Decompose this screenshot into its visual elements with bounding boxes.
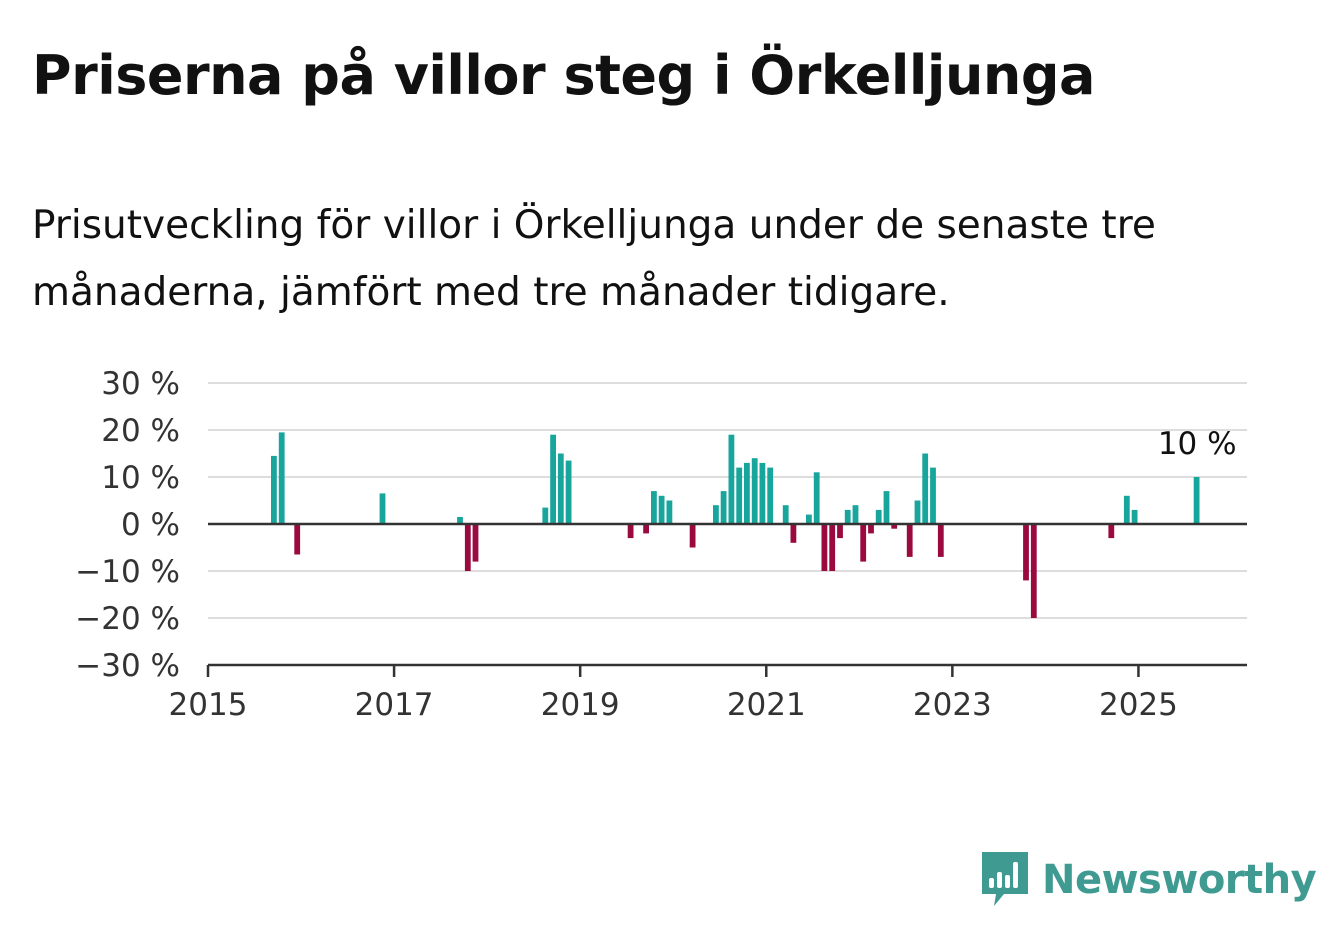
bar bbox=[457, 517, 463, 524]
bar bbox=[806, 514, 812, 524]
bar bbox=[852, 505, 859, 524]
bar bbox=[751, 458, 758, 524]
y-axis-ticks: 30 % 20 % 10 % 0 % −10 % −20 % −30 % bbox=[75, 366, 180, 684]
bar bbox=[767, 467, 774, 524]
bar bbox=[689, 524, 696, 548]
bar bbox=[844, 509, 851, 524]
y-tick-label: 10 % bbox=[101, 460, 180, 496]
bar bbox=[922, 453, 929, 524]
bar bbox=[1023, 524, 1029, 581]
bar bbox=[891, 524, 898, 529]
annotations: 10 % bbox=[1158, 426, 1237, 462]
x-tick-label: 2021 bbox=[727, 687, 806, 723]
chart-title: Priserna på villor steg i Örkelljunga bbox=[32, 44, 1095, 107]
bar bbox=[906, 524, 913, 557]
newsworthy-logo: Newsworthy bbox=[980, 850, 1317, 910]
bar bbox=[1193, 477, 1200, 524]
bar bbox=[930, 467, 936, 524]
bar bbox=[813, 472, 820, 524]
bar bbox=[829, 524, 836, 571]
bar bbox=[464, 524, 471, 571]
bar bbox=[278, 432, 285, 524]
y-tick-label: −10 % bbox=[75, 554, 180, 590]
bar bbox=[868, 524, 874, 534]
bar bbox=[472, 524, 479, 562]
bar bbox=[379, 493, 386, 524]
bar bbox=[720, 491, 727, 524]
bar bbox=[790, 524, 797, 543]
bar bbox=[666, 500, 673, 524]
bar bbox=[821, 524, 828, 571]
y-tick-label: 20 % bbox=[101, 413, 180, 449]
brand-name: Newsworthy bbox=[1042, 857, 1317, 903]
bar bbox=[627, 524, 634, 539]
chart-subtitle: Prisutveckling för villor i Örkelljunga … bbox=[32, 203, 1156, 315]
axes bbox=[208, 522, 1247, 667]
bar bbox=[875, 509, 882, 524]
bar bbox=[744, 462, 750, 524]
gridlines bbox=[208, 382, 1247, 619]
value-annotation: 10 % bbox=[1158, 426, 1237, 462]
bar bbox=[550, 434, 556, 524]
bar bbox=[860, 524, 867, 562]
bar bbox=[658, 495, 665, 524]
bar bbox=[837, 524, 843, 539]
bar bbox=[736, 467, 743, 524]
bar bbox=[1131, 509, 1138, 524]
x-tick-label: 2025 bbox=[1099, 687, 1178, 723]
x-axis-ticks: 2015 2017 2019 2021 2023 2025 bbox=[169, 665, 1178, 723]
y-tick-label: 0 % bbox=[121, 507, 180, 543]
y-tick-label: 30 % bbox=[101, 366, 180, 402]
bar bbox=[542, 507, 549, 524]
newsworthy-logo-icon bbox=[982, 852, 1028, 906]
bar bbox=[728, 434, 735, 524]
y-tick-label: −20 % bbox=[75, 601, 180, 637]
bar bbox=[937, 524, 944, 557]
x-tick-label: 2017 bbox=[355, 687, 434, 723]
bar bbox=[713, 505, 719, 524]
bar bbox=[271, 455, 277, 524]
x-tick-label: 2023 bbox=[913, 687, 992, 723]
bar bbox=[759, 462, 766, 524]
bar bbox=[1123, 495, 1130, 524]
bar bbox=[914, 500, 921, 524]
x-tick-label: 2019 bbox=[541, 687, 620, 723]
x-tick-label: 2015 bbox=[169, 687, 248, 723]
bar bbox=[557, 453, 564, 524]
bar bbox=[294, 524, 301, 555]
bar bbox=[1030, 524, 1037, 618]
bar bbox=[565, 460, 572, 524]
y-tick-label: −30 % bbox=[75, 648, 180, 684]
bar bbox=[1108, 524, 1115, 539]
bar bbox=[643, 524, 649, 534]
bar bbox=[651, 491, 657, 524]
bar bbox=[782, 505, 789, 524]
bar bbox=[883, 491, 890, 524]
bars bbox=[271, 432, 1200, 618]
